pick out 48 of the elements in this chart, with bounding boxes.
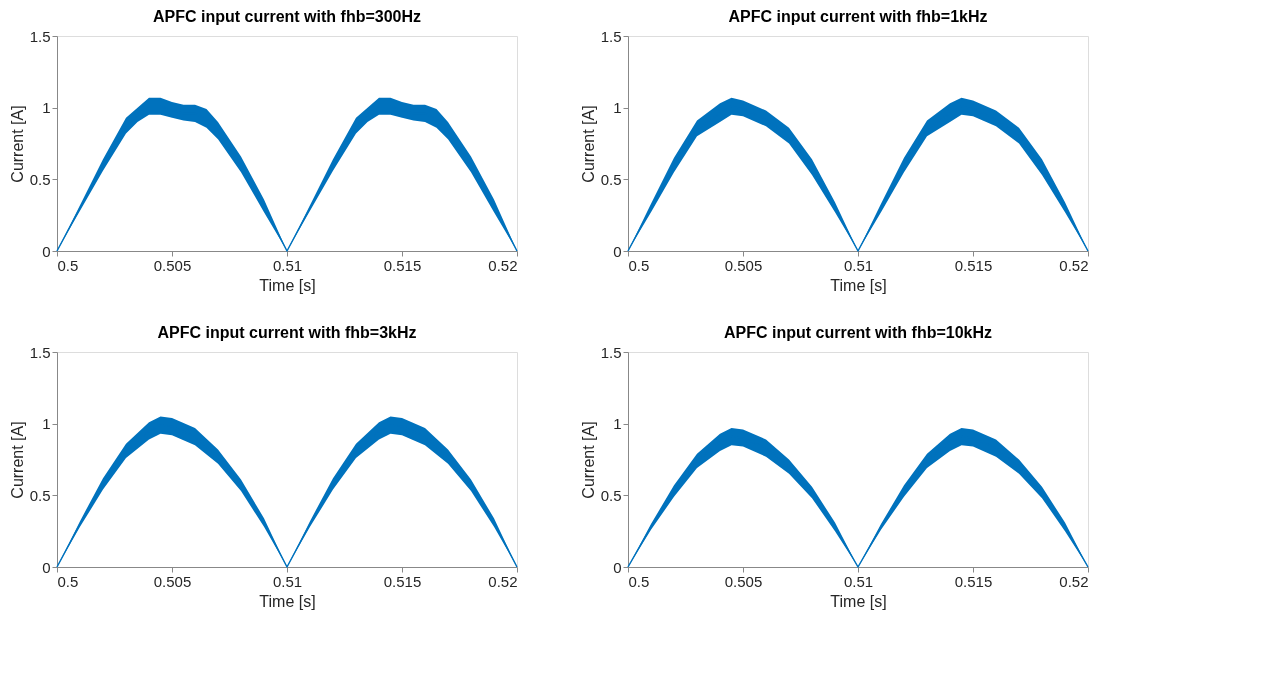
y-tick-label: 1 bbox=[613, 415, 622, 433]
x-tick-label: 0.5 bbox=[628, 572, 650, 590]
y-tick-label: 0 bbox=[42, 242, 51, 260]
y-axis-title: Current [A] bbox=[579, 105, 597, 183]
chart-title: APFC input current with fhb=1kHz bbox=[728, 8, 988, 25]
chart-title: APFC input current with fhb=3kHz bbox=[157, 324, 417, 341]
x-tick-label: 0.5 bbox=[628, 256, 650, 274]
y-tick-label: 0 bbox=[613, 242, 622, 260]
x-tick-label: 0.515 bbox=[383, 572, 422, 590]
x-tick-label: 0.505 bbox=[153, 572, 192, 590]
y-tick-label: 1 bbox=[42, 99, 51, 117]
x-tick-label: 0.52 bbox=[1059, 256, 1089, 274]
y-tick-label: 0.5 bbox=[600, 170, 622, 188]
y-tick-label: 1 bbox=[613, 99, 622, 117]
y-tick-label: 0.5 bbox=[29, 486, 51, 504]
y-axis-title: Current [A] bbox=[8, 421, 26, 499]
x-tick-label: 0.51 bbox=[272, 256, 303, 274]
x-axis-title: Time [s] bbox=[259, 592, 316, 610]
y-tick-label: 1.5 bbox=[29, 27, 51, 45]
x-tick-label: 0.51 bbox=[843, 572, 874, 590]
y-tick-label: 1.5 bbox=[29, 343, 51, 361]
x-tick-label: 0.52 bbox=[1059, 572, 1089, 590]
y-tick-label: 0 bbox=[42, 558, 51, 576]
x-axis-title: Time [s] bbox=[259, 276, 316, 294]
y-axis-title: Current [A] bbox=[8, 105, 26, 183]
x-axis-title: Time [s] bbox=[830, 592, 887, 610]
y-tick-label: 1.5 bbox=[600, 27, 622, 45]
x-tick-label: 0.515 bbox=[383, 256, 422, 274]
chart-title: APFC input current with fhb=10kHz bbox=[723, 324, 993, 341]
y-tick-label: 0.5 bbox=[600, 486, 622, 504]
x-tick-label: 0.505 bbox=[724, 256, 763, 274]
chart-title: APFC input current with fhb=300Hz bbox=[152, 8, 422, 25]
y-tick-label: 1.5 bbox=[600, 343, 622, 361]
y-tick-label: 0 bbox=[613, 558, 622, 576]
x-axis-title: Time [s] bbox=[830, 276, 887, 294]
x-tick-label: 0.52 bbox=[488, 572, 518, 590]
x-tick-label: 0.52 bbox=[488, 256, 518, 274]
x-tick-label: 0.515 bbox=[954, 256, 993, 274]
x-tick-label: 0.51 bbox=[843, 256, 874, 274]
x-tick-label: 0.505 bbox=[153, 256, 192, 274]
x-tick-label: 0.5 bbox=[57, 256, 79, 274]
x-tick-label: 0.51 bbox=[272, 572, 303, 590]
y-tick-label: 1 bbox=[42, 415, 51, 433]
x-tick-label: 0.505 bbox=[724, 572, 763, 590]
y-axis-title: Current [A] bbox=[579, 421, 597, 499]
x-tick-label: 0.515 bbox=[954, 572, 993, 590]
x-tick-label: 0.5 bbox=[57, 572, 79, 590]
y-tick-label: 0.5 bbox=[29, 170, 51, 188]
